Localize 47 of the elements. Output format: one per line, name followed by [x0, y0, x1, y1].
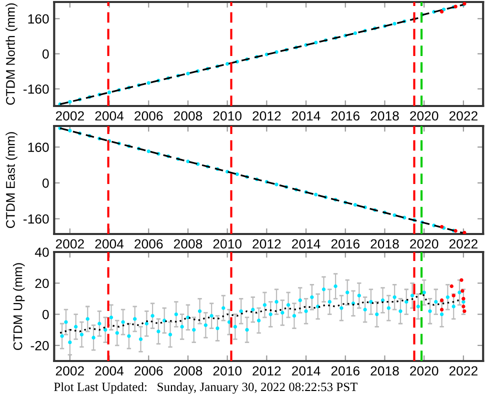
x-tick-label: 2014: [292, 366, 320, 376]
x-tick-label: 2020: [410, 366, 438, 376]
x-tick-label: 2008: [174, 239, 202, 249]
y-tick-label: 160: [28, 14, 49, 24]
y-axis-title: CTDM North (mm): [6, 3, 18, 105]
x-tick-label: 2018: [370, 366, 399, 376]
x-tick-label: 2004: [95, 111, 124, 121]
x-tick-label: 2020: [410, 111, 438, 121]
y-axis-title: CTDM Up (mm): [13, 263, 25, 350]
x-tick-label: 2006: [134, 239, 163, 249]
x-tick-label: 2010: [213, 239, 242, 249]
x-tick-label: 2006: [134, 366, 163, 376]
x-tick-label: 2008: [174, 111, 202, 121]
x-tick-label: 2016: [331, 239, 360, 249]
y-axis-title: CTDM East (mm): [6, 132, 18, 228]
x-tick-label: 2012: [252, 239, 281, 249]
x-tick-label: 2012: [252, 366, 281, 376]
text: Plot Last Updated: Sunday, January 30, 2022 08:22:53 PST: [54, 382, 358, 394]
y-tick-label: 160: [28, 142, 49, 152]
x-tick-label: 2014: [292, 239, 320, 249]
y-tick-label: 0: [42, 178, 49, 188]
y-tick-label: 0: [42, 310, 49, 320]
y-tick-label: -20: [30, 340, 49, 350]
x-tick-label: 2014: [292, 111, 320, 121]
x-tick-label: 2002: [56, 366, 84, 376]
x-tick-label: 2016: [331, 366, 360, 376]
x-tick-label: 2012: [252, 111, 281, 121]
x-tick-label: 2010: [213, 111, 242, 121]
x-tick-label: 2006: [134, 111, 163, 121]
x-tick-label: 2020: [410, 239, 438, 249]
x-tick-label: 2022: [449, 366, 478, 376]
x-tick-label: 2022: [449, 111, 478, 121]
x-tick-label: 2008: [174, 366, 202, 376]
y-tick-label: 0: [42, 49, 49, 59]
x-tick-label: 2002: [56, 111, 84, 121]
x-tick-label: 2018: [370, 111, 399, 121]
x-tick-label: 2018: [370, 239, 399, 249]
x-tick-label: 2002: [56, 239, 84, 249]
x-tick-label: 2004: [95, 366, 124, 376]
y-tick-label: -160: [23, 84, 49, 94]
x-tick-label: 2010: [213, 366, 242, 376]
x-tick-label: 2022: [449, 239, 478, 249]
y-tick-label: 20: [35, 278, 49, 288]
x-tick-label: 2016: [331, 111, 360, 121]
x-tick-label: 2004: [95, 239, 124, 249]
y-tick-label: 40: [34, 248, 49, 257]
y-tick-label: -160: [23, 214, 49, 224]
